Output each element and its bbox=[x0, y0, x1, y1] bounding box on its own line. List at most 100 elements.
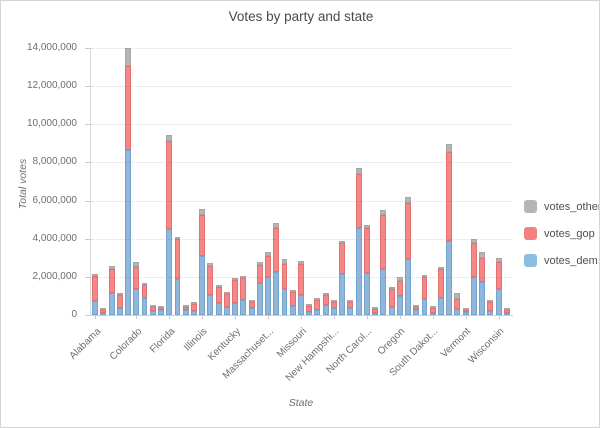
bar-segment-votes_gop[interactable] bbox=[174, 239, 181, 280]
bar-column-rhode-island[interactable] bbox=[412, 48, 420, 315]
bar-column-florida[interactable] bbox=[165, 48, 173, 315]
bar-column-south-dakota[interactable] bbox=[429, 48, 437, 315]
bar-segment-votes_gop[interactable] bbox=[413, 306, 420, 311]
bar-segment-votes_dem[interactable] bbox=[207, 295, 214, 315]
bar-segment-votes_gop[interactable] bbox=[149, 307, 156, 311]
bar-segment-votes_gop[interactable] bbox=[396, 280, 403, 296]
bar-segment-votes_other[interactable] bbox=[330, 299, 337, 302]
bar-segment-votes_other[interactable] bbox=[470, 239, 477, 244]
bar-segment-votes_gop[interactable] bbox=[462, 309, 469, 312]
bar-segment-votes_other[interactable] bbox=[182, 305, 189, 308]
bar-segment-votes_other[interactable] bbox=[479, 251, 486, 259]
bar-segment-votes_gop[interactable] bbox=[256, 265, 263, 283]
bar-column-alaska[interactable] bbox=[99, 48, 107, 315]
bar-segment-votes_dem[interactable] bbox=[166, 229, 173, 315]
bar-segment-votes_gop[interactable] bbox=[207, 265, 214, 296]
bar-column-oklahoma[interactable] bbox=[387, 48, 395, 315]
bar-segment-votes_gop[interactable] bbox=[306, 306, 313, 312]
bar-column-missouri[interactable] bbox=[297, 48, 305, 315]
bar-segment-votes_other[interactable] bbox=[232, 278, 239, 281]
bar-segment-votes_gop[interactable] bbox=[446, 151, 453, 242]
legend-item-votes_dem[interactable]: votes_dem bbox=[524, 254, 599, 267]
bar-segment-votes_dem[interactable] bbox=[149, 310, 156, 315]
bar-segment-votes_other[interactable] bbox=[487, 300, 494, 303]
bar-segment-votes_other[interactable] bbox=[223, 292, 230, 295]
bar-segment-votes_gop[interactable] bbox=[314, 300, 321, 310]
bar-column-maryland[interactable] bbox=[256, 48, 264, 315]
bar-segment-votes_dem[interactable] bbox=[413, 310, 420, 315]
bar-segment-votes_dem[interactable] bbox=[380, 269, 387, 315]
bar-column-arkansas[interactable] bbox=[116, 48, 124, 315]
bar-segment-votes_other[interactable] bbox=[281, 258, 288, 264]
bar-segment-votes_gop[interactable] bbox=[108, 268, 115, 293]
bar-segment-votes_dem[interactable] bbox=[265, 276, 271, 315]
bar-segment-votes_gop[interactable] bbox=[190, 303, 197, 312]
bar-column-arizona[interactable] bbox=[107, 48, 115, 315]
bar-segment-votes_dem[interactable] bbox=[281, 288, 288, 315]
bar-column-nevada[interactable] bbox=[322, 48, 330, 315]
bar-segment-votes_other[interactable] bbox=[166, 135, 173, 142]
bar-segment-votes_other[interactable] bbox=[215, 285, 222, 288]
bar-segment-votes_gop[interactable] bbox=[479, 258, 486, 282]
bar-segment-votes_gop[interactable] bbox=[248, 301, 255, 309]
bar-segment-votes_dem[interactable] bbox=[495, 288, 502, 315]
legend-item-votes_other[interactable]: votes_other bbox=[524, 200, 599, 213]
bar-segment-votes_dem[interactable] bbox=[454, 309, 461, 315]
bar-segment-votes_other[interactable] bbox=[92, 273, 99, 276]
bar-segment-votes_dem[interactable] bbox=[314, 309, 321, 315]
bar-segment-votes_other[interactable] bbox=[405, 197, 411, 203]
bar-column-california[interactable] bbox=[124, 47, 132, 315]
bar-segment-votes_dem[interactable] bbox=[322, 304, 329, 315]
bar-segment-votes_dem[interactable] bbox=[372, 313, 379, 315]
bar-column-illinois[interactable] bbox=[198, 48, 206, 315]
bar-segment-votes_gop[interactable] bbox=[454, 299, 461, 310]
bar-segment-votes_other[interactable] bbox=[265, 251, 271, 257]
bar-segment-votes_dem[interactable] bbox=[256, 283, 263, 315]
bar-segment-votes_other[interactable] bbox=[495, 258, 502, 262]
bar-column-louisiana[interactable] bbox=[239, 48, 247, 315]
bar-segment-votes_dem[interactable] bbox=[306, 311, 313, 315]
bar-segment-votes_gop[interactable] bbox=[265, 256, 271, 277]
bar-segment-votes_dem[interactable] bbox=[363, 273, 370, 315]
bar-segment-votes_other[interactable] bbox=[503, 307, 510, 310]
bar-column-north-carolina[interactable] bbox=[363, 48, 371, 315]
bar-segment-votes_dem[interactable] bbox=[298, 294, 304, 315]
bar-segment-votes_gop[interactable] bbox=[281, 263, 288, 289]
bar-segment-votes_dem[interactable] bbox=[125, 150, 132, 315]
bar-segment-votes_dem[interactable] bbox=[215, 302, 222, 315]
bar-column-new-hampshire[interactable] bbox=[330, 48, 338, 315]
bar-column-iowa[interactable] bbox=[215, 48, 223, 315]
bar-column-virginia[interactable] bbox=[470, 48, 478, 315]
bar-segment-votes_other[interactable] bbox=[273, 223, 280, 229]
bar-column-wisconsin[interactable] bbox=[494, 48, 502, 315]
bar-segment-votes_dem[interactable] bbox=[248, 308, 255, 315]
bar-segment-votes_gop[interactable] bbox=[141, 285, 148, 298]
bar-segment-votes_gop[interactable] bbox=[470, 243, 477, 278]
bar-segment-votes_dem[interactable] bbox=[199, 256, 206, 315]
bar-segment-votes_dem[interactable] bbox=[405, 259, 411, 315]
bar-segment-votes_dem[interactable] bbox=[396, 295, 403, 315]
bar-segment-votes_dem[interactable] bbox=[470, 277, 477, 315]
bar-column-south-carolina[interactable] bbox=[420, 48, 428, 315]
bar-column-idaho[interactable] bbox=[190, 48, 198, 315]
bar-segment-votes_dem[interactable] bbox=[479, 281, 486, 315]
bar-segment-votes_other[interactable] bbox=[380, 210, 387, 216]
bar-segment-votes_gop[interactable] bbox=[347, 301, 354, 308]
bar-segment-votes_gop[interactable] bbox=[503, 309, 510, 313]
bar-column-wyoming[interactable] bbox=[503, 48, 511, 315]
bar-segment-votes_other[interactable] bbox=[372, 306, 379, 309]
bar-segment-votes_dem[interactable] bbox=[108, 292, 115, 315]
bar-segment-votes_dem[interactable] bbox=[116, 307, 123, 315]
bar-column-delaware[interactable] bbox=[149, 48, 157, 315]
bar-column-ohio[interactable] bbox=[379, 48, 387, 315]
bar-segment-votes_dem[interactable] bbox=[289, 305, 296, 315]
bar-column-pennsylvania[interactable] bbox=[404, 48, 412, 315]
bar-segment-votes_gop[interactable] bbox=[240, 277, 247, 301]
bar-segment-votes_gop[interactable] bbox=[223, 294, 230, 307]
bar-column-washington[interactable] bbox=[478, 48, 486, 315]
bar-segment-votes_dem[interactable] bbox=[429, 312, 436, 315]
bar-segment-votes_other[interactable] bbox=[100, 307, 107, 310]
bar-segment-votes_dem[interactable] bbox=[462, 311, 469, 315]
bar-segment-votes_gop[interactable] bbox=[289, 292, 296, 306]
bar-column-colorado[interactable] bbox=[132, 48, 140, 315]
